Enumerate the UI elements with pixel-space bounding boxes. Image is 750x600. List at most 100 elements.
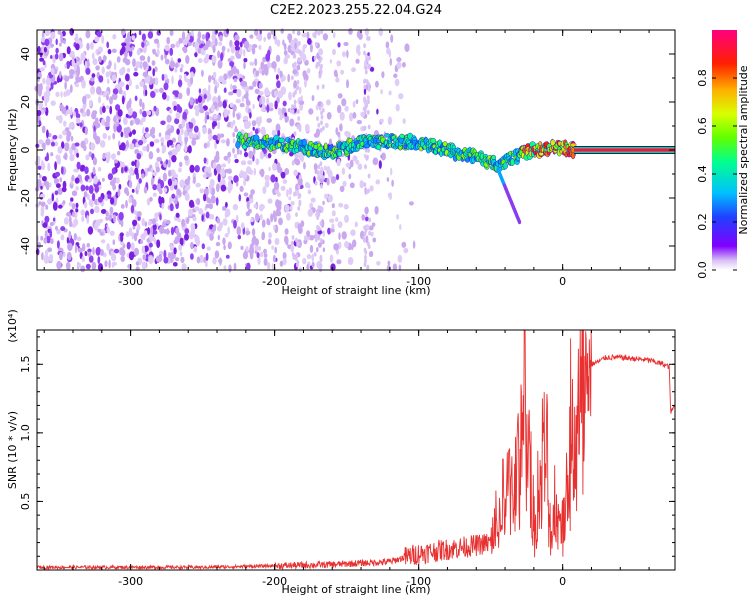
noise-speckle [348,27,353,35]
noise-speckle [162,221,167,228]
noise-speckle [276,162,281,170]
noise-speckle [103,194,109,201]
noise-speckle [93,131,97,141]
noise-speckle [139,108,143,115]
noise-speckle [138,178,142,184]
noise-speckle [152,49,156,55]
noise-speckle [125,73,130,82]
noise-speckle [81,256,85,263]
noise-speckle [127,107,133,116]
noise-speckle [41,176,47,182]
noise-speckle [36,178,42,188]
noise-speckle [141,102,145,111]
noise-speckle [329,59,333,64]
noise-streak [296,124,300,130]
noise-speckle [149,234,154,242]
noise-speckle [147,31,154,39]
noise-speckle [339,123,343,132]
noise-speckle [372,157,379,166]
noise-speckle [97,46,104,53]
noise-speckle [94,205,100,213]
noise-speckle [54,190,59,196]
noise-speckle [121,95,125,105]
noise-speckle [46,129,49,139]
noise-speckle [290,245,295,253]
noise-speckle [45,204,49,210]
noise-speckle [156,183,161,192]
noise-speckle [360,111,366,118]
noise-speckle [190,223,195,231]
noise-speckle [289,118,295,127]
noise-speckle [277,130,281,137]
noise-speckle [216,114,221,121]
noise-speckle [254,88,260,95]
noise-speckle [331,210,336,217]
signal-blob [277,142,282,148]
noise-speckle [327,227,331,235]
noise-speckle [49,221,55,227]
noise-speckle [107,151,111,160]
noise-speckle [87,58,90,67]
noise-speckle [58,204,63,209]
noise-speckle [206,140,211,148]
noise-streak [318,73,322,79]
noise-speckle [69,84,73,93]
noise-speckle [193,176,196,184]
noise-speckle [133,247,139,256]
noise-speckle [191,139,197,146]
noise-speckle [165,95,170,102]
noise-speckle [84,166,89,174]
noise-speckle [322,247,326,252]
noise-speckle [295,47,299,54]
noise-speckle [60,32,63,41]
noise-speckle [233,175,239,184]
noise-speckle [211,55,217,63]
noise-streak [296,109,300,114]
snr-y-tick-label: 0.5 [19,493,32,511]
noise-speckle [249,61,255,66]
noise-speckle [253,203,258,209]
noise-speckle [198,88,202,94]
noise-speckle [283,50,288,56]
noise-speckle [259,97,262,106]
noise-speckle [38,174,42,179]
noise-speckle [44,215,50,223]
noise-speckle [84,60,88,69]
spectrogram-y-tick-label: -40 [19,237,32,255]
noise-speckle [109,230,115,236]
noise-speckle [118,183,122,190]
noise-speckle [241,82,247,87]
noise-speckle [257,257,261,265]
noise-speckle [243,179,247,187]
noise-speckle [367,52,370,57]
noise-speckle [219,257,222,266]
noise-speckle [232,203,239,211]
noise-speckle [57,187,63,195]
noise-speckle [355,58,360,64]
noise-speckle [227,241,232,250]
noise-speckle [50,67,55,76]
noise-speckle [263,257,268,266]
noise-speckle [337,42,341,48]
noise-speckle [134,67,138,72]
noise-speckle [55,183,61,189]
noise-speckle [273,225,276,231]
noise-speckle [106,226,110,234]
noise-streak [368,230,371,236]
noise-speckle [180,256,185,264]
noise-speckle [205,252,209,261]
noise-speckle [103,55,107,61]
noise-streak [296,241,299,247]
noise-speckle [211,214,215,220]
noise-speckle [326,112,332,120]
snr-frame [36,329,676,571]
noise-speckle [176,104,180,109]
noise-speckle [92,157,97,166]
noise-speckle [82,95,87,105]
noise-streak [315,64,319,69]
noise-speckle [64,144,70,152]
noise-speckle [92,247,95,256]
noise-speckle [174,62,179,69]
noise-speckle [282,100,287,107]
noise-speckle [186,87,191,96]
